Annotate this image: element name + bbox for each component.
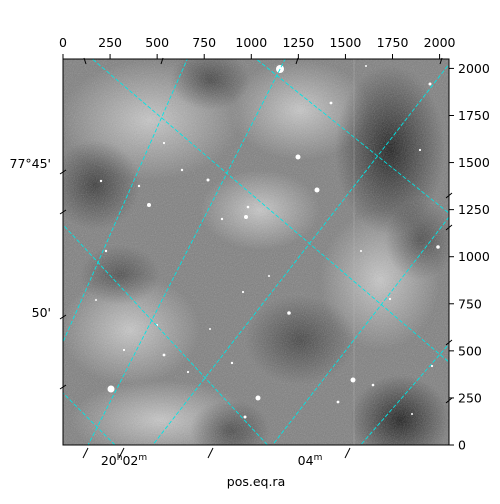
plot-frame [62,58,450,446]
right-tick-label: 1000 [458,249,490,264]
top-tick-label: 500 [145,35,169,50]
coordinate-grid [63,59,449,445]
right-tick-label: 750 [458,296,482,311]
sky-image [63,59,449,445]
right-tick-label: 2000 [458,61,490,76]
ra-tick-label-1: 20h02m [101,453,147,468]
top-tick-label: 1250 [282,35,314,50]
grid-edge-ticks [83,57,453,404]
right-tick-label: 500 [458,343,482,358]
right-tick-label: 1750 [458,108,490,123]
bottom-axis-label: pos.eq.ra [227,474,285,489]
ra-tick-marks [82,447,351,459]
star-field [95,65,440,419]
top-tick-label: 1500 [330,35,362,50]
top-tick-label: 1750 [377,35,409,50]
top-tick-label: 1000 [235,35,267,50]
ra-tick-label-2: 04m [298,453,323,468]
top-pixel-axis: 0 250 500 750 1000 1250 1500 1750 2000 [59,35,456,59]
right-tick-label: 1500 [458,155,490,170]
right-tick-label: 250 [458,390,482,405]
top-tick-label: 750 [192,35,216,50]
top-tick-label: 0 [59,35,67,50]
right-pixel-axis: 0 250 500 750 1000 1250 1500 1750 2000 [449,61,490,453]
right-tick-label: 0 [458,438,466,453]
dec-tick-label-1: 77°45' [10,156,52,171]
dec-tick-marks [59,169,67,390]
top-tick-label: 2000 [424,35,456,50]
dec-tick-label-2: 50' [32,305,51,320]
right-tick-label: 1250 [458,202,490,217]
top-tick-label: 250 [98,35,122,50]
